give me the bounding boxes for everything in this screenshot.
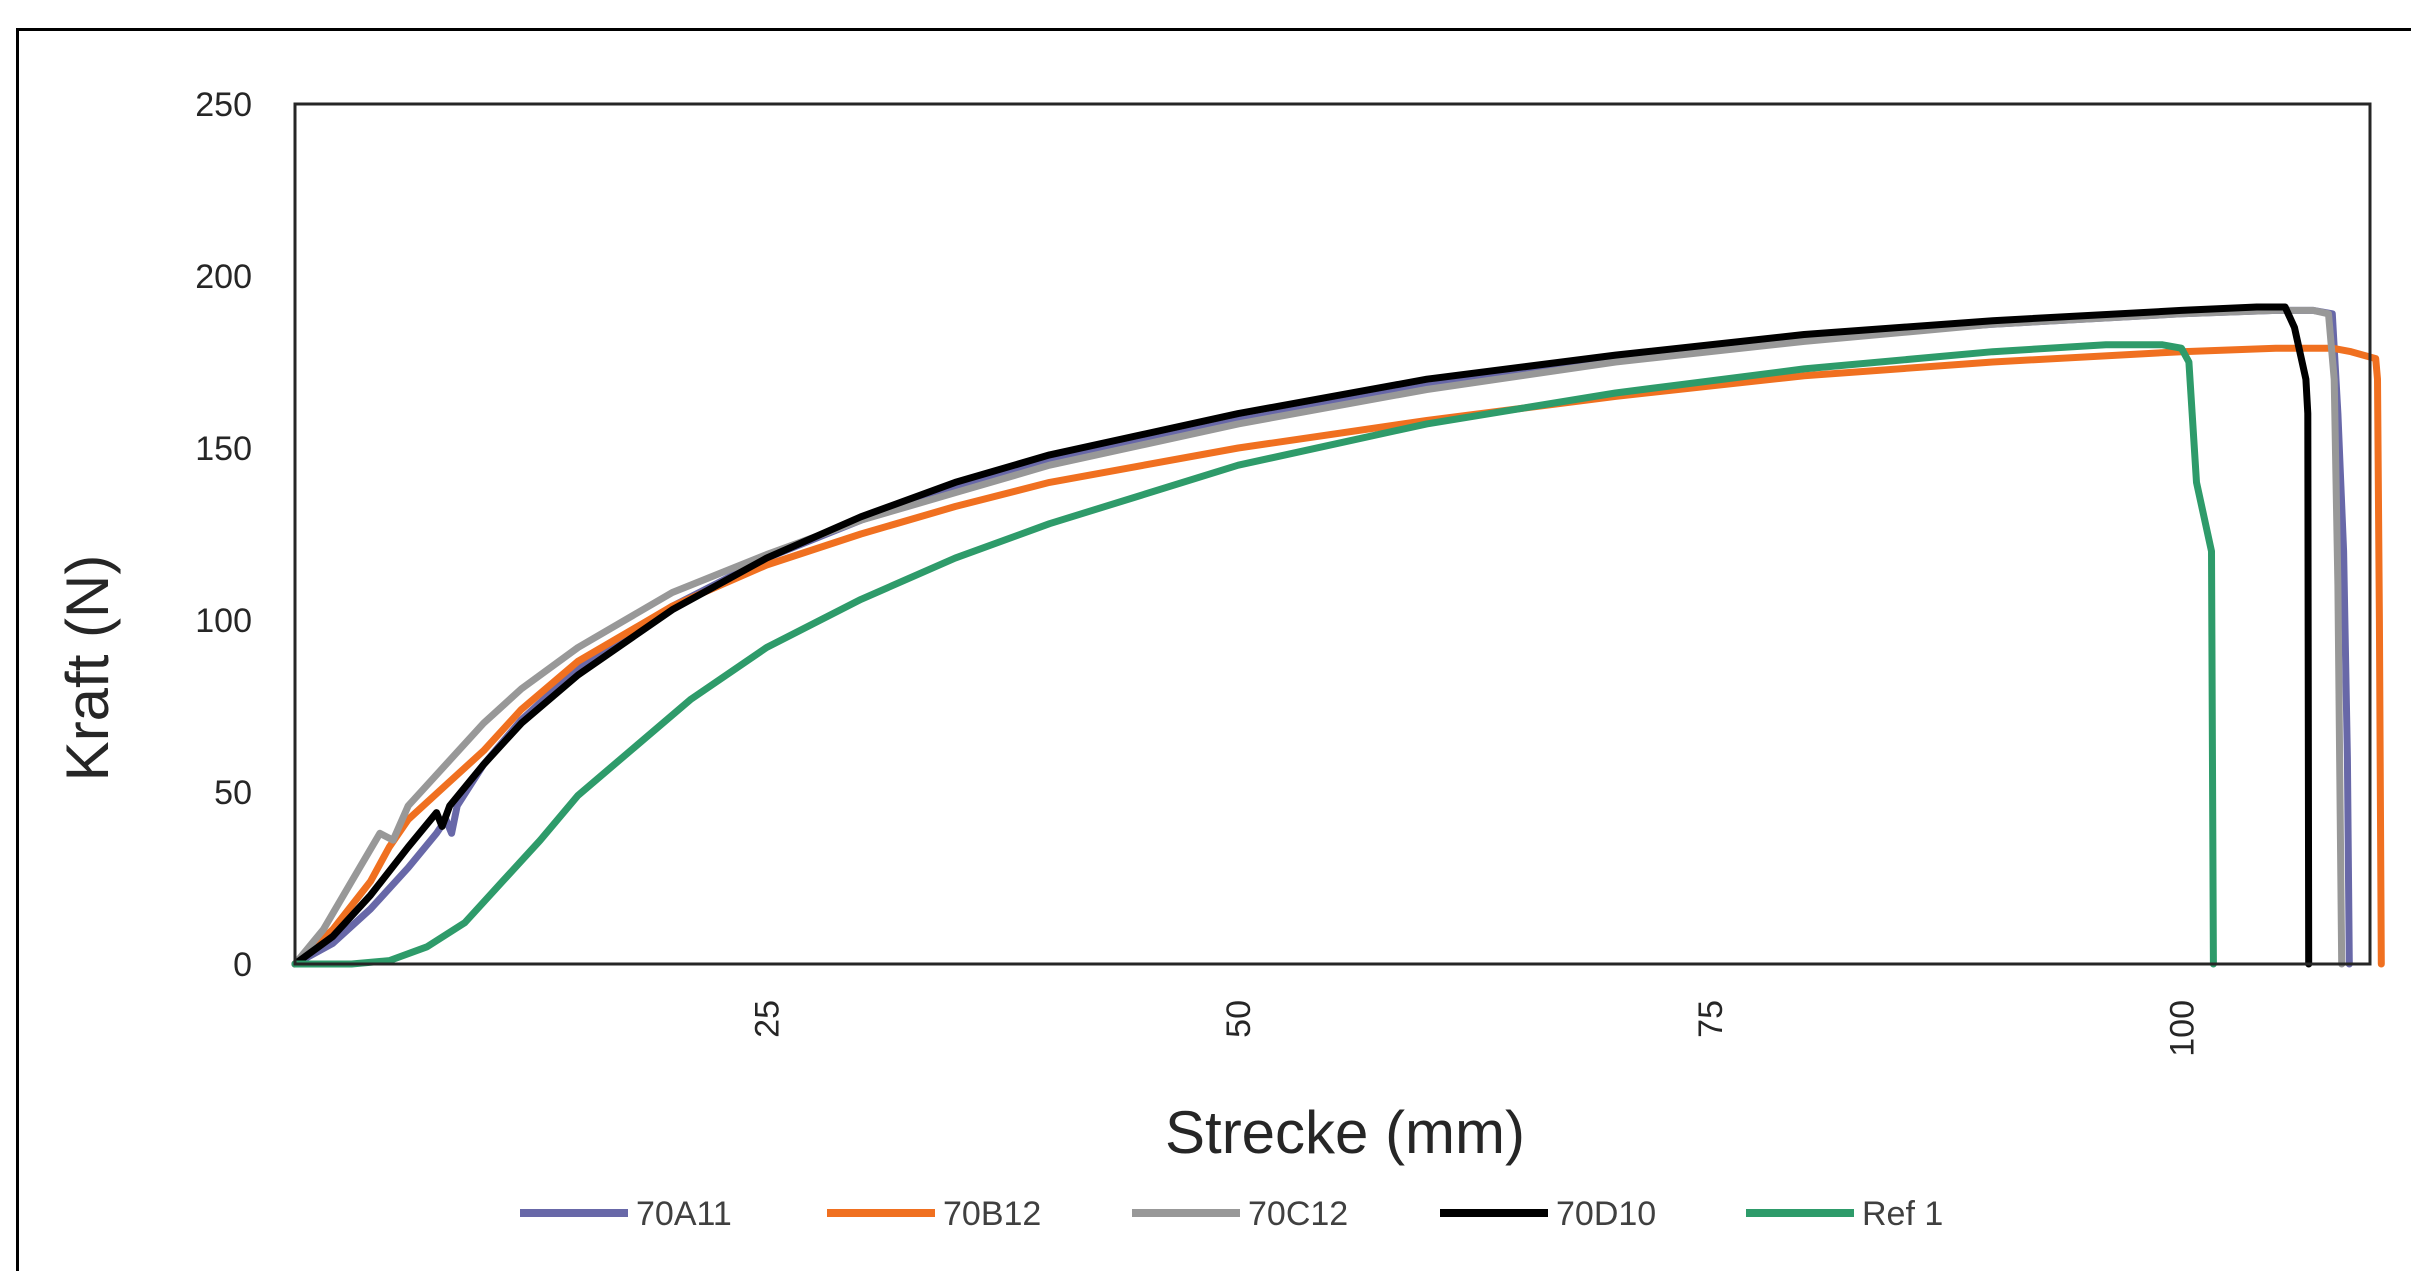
legend-label: 70D10: [1556, 1195, 1656, 1233]
legend-label: Ref 1: [1862, 1195, 1943, 1233]
y-tick-label: 50: [214, 774, 252, 812]
series-lines: [291, 303, 2385, 968]
x-tick-label: 75: [1692, 1000, 1730, 1038]
legend-label: 70A11: [636, 1195, 732, 1233]
y-tick-label: 100: [195, 602, 252, 640]
series-line-70c12: [291, 306, 2346, 968]
legend-label: 70C12: [1248, 1195, 1348, 1233]
y-tick-label: 0: [233, 946, 252, 984]
x-tick-label: 25: [749, 1000, 787, 1038]
x-tick-label: 100: [2163, 1000, 2201, 1057]
chart-frame: [16, 28, 2411, 1271]
legend: 70A11 70B12 70C12 70D10 Ref 1: [520, 1195, 1943, 1233]
y-tick-labels: 0 50 100 150 200 250: [195, 86, 252, 984]
x-tick-label: 50: [1220, 1000, 1258, 1038]
series-line-ref-1: [291, 341, 2217, 968]
plot-area: [293, 102, 2372, 966]
y-tick-label: 250: [195, 86, 252, 124]
legend-label: 70B12: [943, 1195, 1041, 1233]
y-tick-label: 150: [195, 430, 252, 468]
y-axis-title: Kraft (N): [54, 555, 121, 782]
x-tick-labels: 25 50 75 100: [749, 1000, 2202, 1057]
series-line-70d10: [291, 303, 2313, 968]
x-axis-title: Strecke (mm): [1165, 1099, 1525, 1166]
series-line-70b12: [291, 344, 2385, 968]
y-tick-label: 200: [195, 258, 252, 296]
